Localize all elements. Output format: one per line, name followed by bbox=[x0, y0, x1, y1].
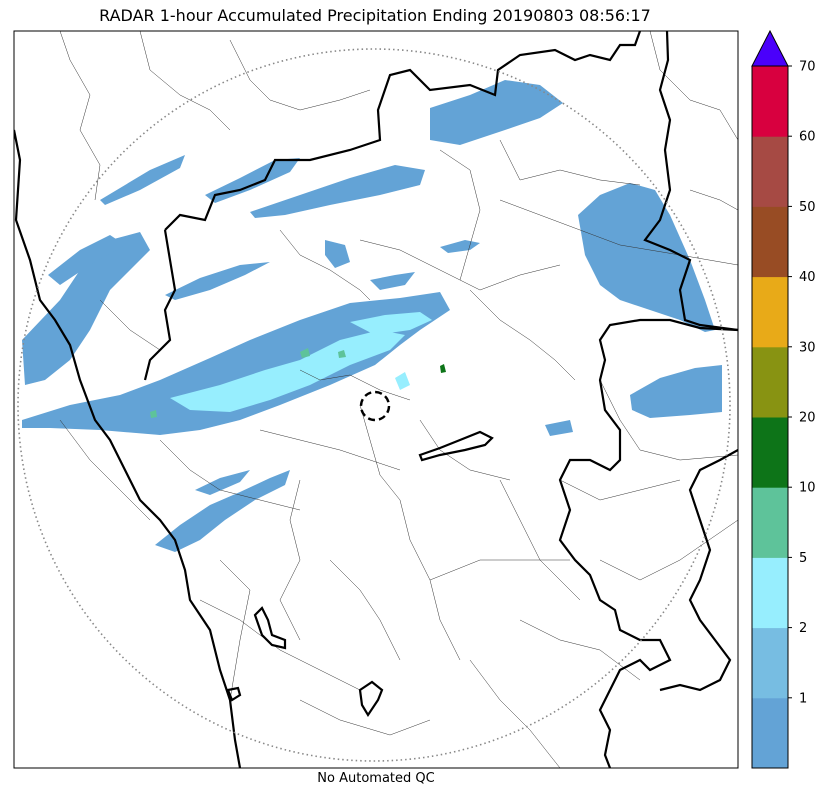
island-3 bbox=[226, 686, 242, 702]
precip-echoes bbox=[22, 80, 722, 552]
qc-note: No Automated QC bbox=[317, 771, 435, 786]
colorbar-tick-label: 5 bbox=[799, 551, 807, 566]
colorbar-tick-label: 2 bbox=[799, 621, 807, 636]
echo-cell-4 bbox=[440, 364, 446, 373]
state-border-east bbox=[643, 31, 738, 332]
colorbar-bin bbox=[752, 557, 788, 629]
state-border-southeast bbox=[558, 318, 738, 768]
colorbar-bin bbox=[752, 66, 788, 137]
echo-south-west2 bbox=[195, 470, 250, 495]
echo-core-1 bbox=[170, 330, 405, 412]
echo-west-big bbox=[22, 232, 150, 385]
map-panel bbox=[13, 30, 739, 769]
colorbar-tick-label: 60 bbox=[799, 130, 816, 145]
colorbar-tick-label: 10 bbox=[799, 481, 816, 496]
echo-east-small bbox=[630, 365, 722, 418]
island-1 bbox=[253, 606, 287, 650]
precip-echoes-intense bbox=[440, 364, 446, 373]
echo-core-3 bbox=[395, 372, 410, 390]
echo-north bbox=[430, 80, 563, 145]
state-border-north bbox=[164, 31, 642, 231]
echo-south-small bbox=[545, 420, 573, 436]
colorbar-tick-label: 30 bbox=[799, 340, 816, 355]
colorbar-bin bbox=[752, 276, 788, 348]
echo-north-center bbox=[325, 240, 350, 268]
echo-north-center2 bbox=[370, 272, 415, 290]
district-boundaries bbox=[59, 31, 738, 768]
colorbar-tick-label: 1 bbox=[799, 691, 807, 706]
coast-east-inlet bbox=[659, 449, 738, 692]
echo-central-upper bbox=[165, 262, 270, 300]
colorbar-extend-arrow bbox=[751, 29, 789, 67]
coastline bbox=[14, 129, 242, 768]
echo-north-small bbox=[440, 240, 480, 253]
colorbar-tick-label: 40 bbox=[799, 270, 816, 285]
colorbar-bin bbox=[752, 697, 788, 769]
island-2 bbox=[358, 680, 384, 718]
echo-cell-1 bbox=[300, 348, 310, 358]
echo-core-2 bbox=[350, 312, 432, 335]
colorbar-tick-label: 20 bbox=[799, 411, 816, 426]
echo-band-upper bbox=[250, 165, 425, 218]
echo-cell-2 bbox=[338, 350, 346, 358]
colorbar: 1 2 5 10 20 30 40 50 60 70 bbox=[751, 29, 816, 769]
colorbar-bin bbox=[752, 136, 788, 207]
colorbar-bin bbox=[752, 206, 788, 278]
colorbar-tick-label: 70 bbox=[799, 60, 816, 75]
echo-central-band bbox=[22, 292, 450, 435]
map-title: RADAR 1-hour Accumulated Precipitation E… bbox=[99, 6, 651, 25]
radar-site-marker bbox=[359, 390, 391, 422]
echo-west-arm bbox=[48, 235, 125, 285]
map-frame bbox=[13, 30, 739, 769]
echo-south-west bbox=[155, 470, 290, 552]
echo-cell-3 bbox=[150, 410, 157, 418]
colorbar-bin bbox=[752, 417, 788, 488]
colorbar-bin bbox=[752, 487, 788, 558]
state-border-west bbox=[143, 229, 177, 381]
colorbar-bin bbox=[752, 627, 788, 699]
state-boundaries bbox=[14, 31, 738, 768]
colorbar-tick-label: 50 bbox=[799, 200, 816, 215]
precip-echoes-heavy bbox=[150, 348, 346, 418]
precip-echoes-moderate bbox=[170, 312, 432, 412]
lake-border bbox=[418, 430, 494, 462]
colorbar-bin bbox=[752, 346, 788, 418]
echo-northwest bbox=[100, 155, 185, 205]
radar-range-ring bbox=[17, 48, 731, 762]
